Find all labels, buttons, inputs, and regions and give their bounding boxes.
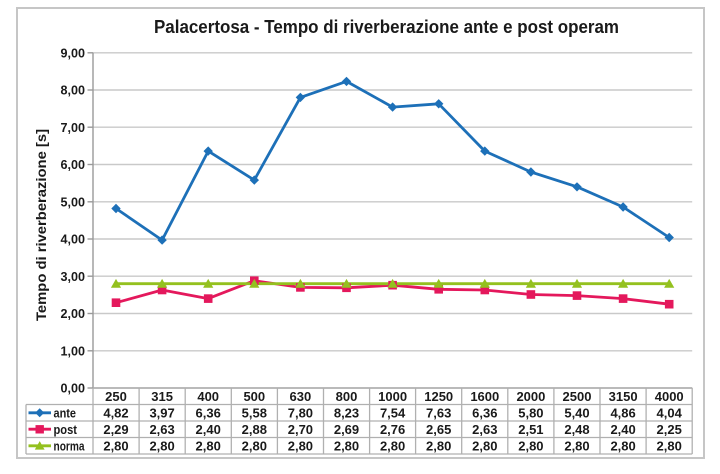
svg-text:630: 630 <box>290 389 312 404</box>
svg-text:5,00: 5,00 <box>61 194 86 209</box>
svg-text:315: 315 <box>151 389 173 404</box>
svg-text:2,80: 2,80 <box>426 438 451 453</box>
svg-text:2,70: 2,70 <box>288 422 313 437</box>
svg-text:250: 250 <box>105 389 127 404</box>
svg-text:norma: norma <box>54 438 86 453</box>
svg-text:2,25: 2,25 <box>657 422 682 437</box>
svg-text:4,86: 4,86 <box>610 405 635 420</box>
svg-text:2,65: 2,65 <box>426 422 451 437</box>
svg-text:800: 800 <box>336 389 358 404</box>
svg-text:post: post <box>54 422 78 437</box>
svg-text:2,80: 2,80 <box>103 438 128 453</box>
svg-text:9,00: 9,00 <box>61 45 86 60</box>
svg-text:0,00: 0,00 <box>61 381 86 396</box>
svg-text:500: 500 <box>243 389 265 404</box>
svg-text:2,48: 2,48 <box>564 422 589 437</box>
svg-text:6,00: 6,00 <box>61 157 86 172</box>
svg-text:4,00: 4,00 <box>61 232 86 247</box>
svg-text:5,80: 5,80 <box>518 405 543 420</box>
svg-text:2,80: 2,80 <box>564 438 589 453</box>
svg-text:5,40: 5,40 <box>564 405 589 420</box>
svg-text:7,54: 7,54 <box>380 405 406 420</box>
svg-text:2,76: 2,76 <box>380 422 405 437</box>
svg-text:6,36: 6,36 <box>472 405 497 420</box>
svg-text:8,00: 8,00 <box>61 83 86 98</box>
svg-text:1,00: 1,00 <box>61 343 86 358</box>
svg-text:4,04: 4,04 <box>657 405 683 420</box>
svg-text:2,40: 2,40 <box>610 422 635 437</box>
svg-text:2,80: 2,80 <box>472 438 497 453</box>
svg-text:3,00: 3,00 <box>61 269 86 284</box>
svg-text:2,80: 2,80 <box>380 438 405 453</box>
svg-text:3,97: 3,97 <box>149 405 174 420</box>
svg-text:2,80: 2,80 <box>242 438 267 453</box>
svg-text:7,80: 7,80 <box>288 405 313 420</box>
svg-text:2,29: 2,29 <box>103 422 128 437</box>
svg-text:ante: ante <box>54 405 77 420</box>
svg-text:2,88: 2,88 <box>242 422 267 437</box>
svg-text:3150: 3150 <box>609 389 638 404</box>
svg-text:2,00: 2,00 <box>61 306 86 321</box>
svg-text:2500: 2500 <box>563 389 592 404</box>
svg-text:2,80: 2,80 <box>149 438 174 453</box>
svg-text:1250: 1250 <box>424 389 453 404</box>
svg-text:2,80: 2,80 <box>610 438 635 453</box>
svg-text:2,40: 2,40 <box>196 422 221 437</box>
svg-text:6,36: 6,36 <box>196 405 221 420</box>
svg-text:Tempo di riverberazione [s]: Tempo di riverberazione [s] <box>34 129 49 321</box>
svg-text:2,80: 2,80 <box>288 438 313 453</box>
svg-text:1600: 1600 <box>470 389 499 404</box>
svg-text:8,23: 8,23 <box>334 405 359 420</box>
svg-text:7,63: 7,63 <box>426 405 451 420</box>
svg-text:2,69: 2,69 <box>334 422 359 437</box>
svg-text:2,80: 2,80 <box>518 438 543 453</box>
svg-text:2,80: 2,80 <box>334 438 359 453</box>
svg-text:1000: 1000 <box>378 389 407 404</box>
svg-text:2,80: 2,80 <box>657 438 682 453</box>
svg-text:2,63: 2,63 <box>149 422 174 437</box>
svg-text:5,58: 5,58 <box>242 405 267 420</box>
svg-text:2,63: 2,63 <box>472 422 497 437</box>
svg-text:4,82: 4,82 <box>103 405 128 420</box>
svg-text:4000: 4000 <box>655 389 684 404</box>
svg-text:2,51: 2,51 <box>518 422 543 437</box>
svg-text:2,80: 2,80 <box>196 438 221 453</box>
svg-text:2000: 2000 <box>516 389 545 404</box>
svg-text:Palacertosa - Tempo di riverbe: Palacertosa - Tempo di riverberazione an… <box>154 17 619 37</box>
svg-text:400: 400 <box>197 389 219 404</box>
svg-text:7,00: 7,00 <box>61 120 86 135</box>
